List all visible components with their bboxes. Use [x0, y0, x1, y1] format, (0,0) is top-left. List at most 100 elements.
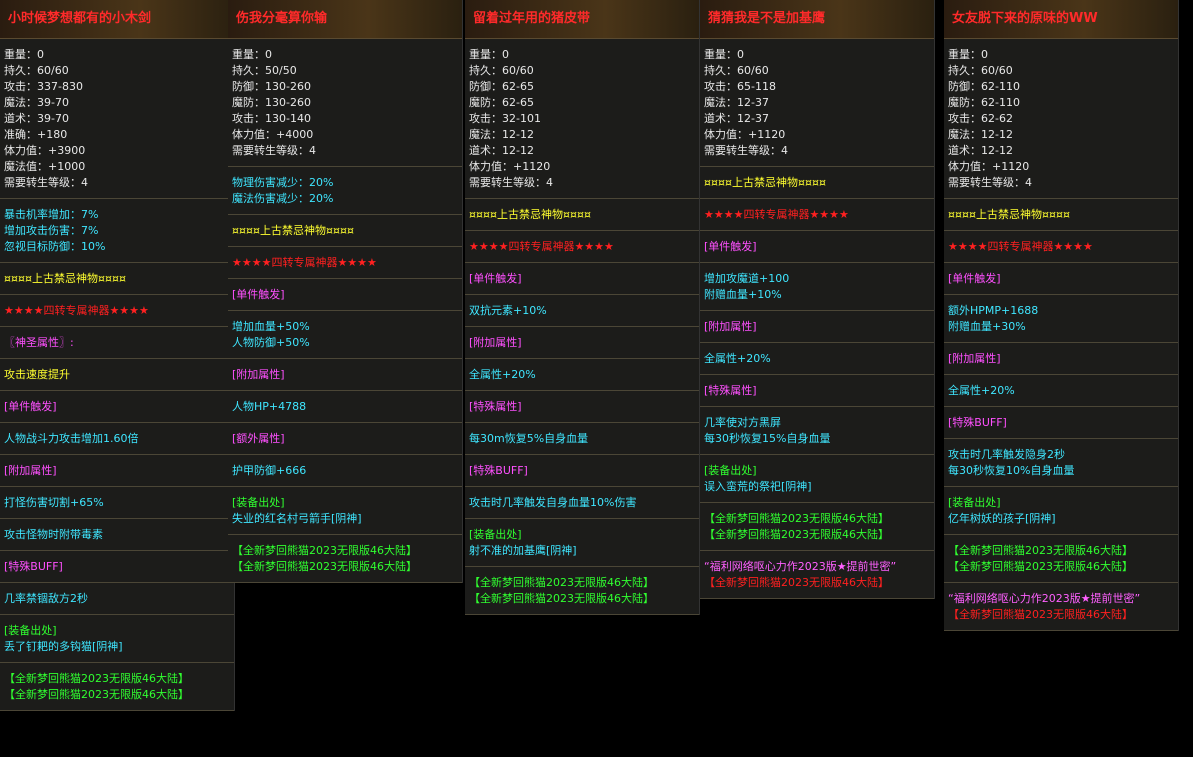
attribute-line: 攻击：130-140 — [232, 112, 311, 125]
attribute-line: 附赠血量+10% — [704, 288, 782, 301]
attribute-line: 攻击怪物时附带毒素 — [4, 528, 103, 541]
attribute-line: “福利网络呕心力作2023版★提前世密” — [948, 592, 1141, 605]
attribute-line: ★★★★四转专属神器★★★★ — [4, 304, 149, 317]
item-title: 小时候梦想都有的小木剑 — [0, 0, 234, 39]
attribute-line: 攻击：65-118 — [704, 80, 776, 93]
attribute-line: 重量：0 — [4, 48, 44, 61]
attribute-group: [装备出处] 失业的红名村弓箭手[阴神] — [228, 487, 462, 535]
attribute-line: 重量：0 — [704, 48, 744, 61]
attribute-line: 持久：60/60 — [948, 64, 1013, 77]
attribute-line: 【全新梦回熊猫2023无限版46大陆】 — [948, 608, 1133, 621]
attribute-group: 重量：0 持久：60/60 防御：62-65 魔防：62-65 攻击：32-101 魔法：… — [465, 39, 699, 199]
attribute-line: ★★★★四转专属神器★★★★ — [232, 256, 377, 269]
attribute-line: [单件触发] — [232, 288, 285, 301]
attribute-line: 射不准的加基鹰[阴神] — [469, 544, 577, 557]
attribute-group: ★★★★四转专属神器★★★★ — [944, 231, 1178, 263]
attribute-group: [装备出处] 亿年树妖的孩子[阴神] — [944, 487, 1178, 535]
attribute-group: [附加属性] — [465, 327, 699, 359]
attribute-line: ¤¤¤¤上古禁忌神物¤¤¤¤ — [232, 224, 354, 237]
attribute-line: 丢了钉耙的多钩猫[阴神] — [4, 640, 123, 653]
attribute-group: 每30m恢复5%自身血量 — [465, 423, 699, 455]
attribute-line: [特殊属性] — [704, 384, 757, 397]
attribute-group: 物理伤害减少：20% 魔法伤害减少：20% — [228, 167, 462, 215]
attribute-group: [特殊属性] — [700, 375, 934, 407]
attribute-line: 全属性+20% — [948, 384, 1015, 397]
attribute-group: 打怪伤害切割+65% — [0, 487, 234, 519]
attribute-line: 失业的红名村弓箭手[阴神] — [232, 512, 362, 525]
attribute-line: [特殊BUFF] — [469, 464, 528, 477]
attribute-line: 攻击：337-830 — [4, 80, 83, 93]
attribute-group: [特殊BUFF] — [465, 455, 699, 487]
attribute-group: 全属性+20% — [700, 343, 934, 375]
attribute-line: [附加属性] — [232, 368, 285, 381]
attribute-group: 几率使对方黑屏 每30秒恢复15%自身血量 — [700, 407, 934, 455]
attribute-group: 攻击时几率触发自身血量10%伤害 — [465, 487, 699, 519]
attribute-group: ¤¤¤¤上古禁忌神物¤¤¤¤ — [228, 215, 462, 247]
attribute-line: 魔防：130-260 — [232, 96, 311, 109]
attribute-line: 魔法：12-12 — [469, 128, 534, 141]
attribute-group: 暴击机率增加：7% 增加攻击伤害：7% 忽视目标防御：10% — [0, 199, 234, 263]
attribute-group: “福利网络呕心力作2023版★提前世密” 【全新梦回熊猫2023无限版46大陆】 — [700, 551, 934, 599]
attribute-line: 【全新梦回熊猫2023无限版46大陆】 — [4, 672, 189, 685]
attribute-line: 【全新梦回熊猫2023无限版46大陆】 — [704, 512, 889, 525]
attribute-group: 重量：0 持久：60/60 攻击：65-118 魔法：12-37 道术：12-37 体力值… — [700, 39, 934, 167]
attribute-line: 重量：0 — [469, 48, 509, 61]
attribute-line: 防御：130-260 — [232, 80, 311, 93]
attribute-line: 攻击时几率触发隐身2秒 — [948, 448, 1065, 461]
attribute-group: [附加属性] — [0, 455, 234, 487]
attribute-group: 〖神圣属性〗: — [0, 327, 234, 359]
item-tooltip: 留着过年用的猪皮带 重量：0 持久：60/60 防御：62-65 魔防：62-65 攻击：… — [465, 0, 700, 615]
attribute-line: 几率使对方黑屏 — [704, 416, 781, 429]
attribute-line: 魔法伤害减少：20% — [232, 192, 334, 205]
attribute-line: 每30秒恢复10%自身血量 — [948, 464, 1075, 477]
attribute-group: 人物HP+4788 — [228, 391, 462, 423]
item-title: 女友脱下来的原味的WW — [944, 0, 1178, 39]
attribute-group: ★★★★四转专属神器★★★★ — [700, 199, 934, 231]
attribute-line: “福利网络呕心力作2023版★提前世密” — [704, 560, 897, 573]
attribute-group: ¤¤¤¤上古禁忌神物¤¤¤¤ — [465, 199, 699, 231]
attribute-group: [装备出处] 射不准的加基鹰[阴神] — [465, 519, 699, 567]
attribute-line: 【全新梦回熊猫2023无限版46大陆】 — [232, 544, 417, 557]
attribute-line: 打怪伤害切割+65% — [4, 496, 104, 509]
item-title: 留着过年用的猪皮带 — [465, 0, 699, 39]
attribute-line: [装备出处] — [4, 624, 57, 637]
attribute-line: 持久：60/60 — [704, 64, 769, 77]
attribute-line: 防御：62-110 — [948, 80, 1020, 93]
attribute-group: ★★★★四转专属神器★★★★ — [0, 295, 234, 327]
attribute-line: 魔法：39-70 — [4, 96, 69, 109]
attribute-line: 几率禁锢敌方2秒 — [4, 592, 88, 605]
attribute-line: 增加血量+50% — [232, 320, 310, 333]
attribute-line: 攻击时几率触发自身血量10%伤害 — [469, 496, 637, 509]
attribute-line: 〖神圣属性〗: — [4, 336, 74, 349]
attribute-line: 误入蛮荒的祭祀[阴神] — [704, 480, 812, 493]
attribute-line: 全属性+20% — [469, 368, 536, 381]
attribute-group: [单件触发] — [465, 263, 699, 295]
item-tooltip: 小时候梦想都有的小木剑 重量：0 持久：60/60 攻击：337-830 魔法：39-7… — [0, 0, 235, 711]
attribute-group: 【全新梦回熊猫2023无限版46大陆】 【全新梦回熊猫2023无限版46大陆】 — [228, 535, 462, 583]
attribute-group: ¤¤¤¤上古禁忌神物¤¤¤¤ — [944, 199, 1178, 231]
attribute-line: ★★★★四转专属神器★★★★ — [469, 240, 614, 253]
attribute-line: 【全新梦回熊猫2023无限版46大陆】 — [704, 576, 889, 589]
attribute-line: 全属性+20% — [704, 352, 771, 365]
attribute-line: [附加属性] — [469, 336, 522, 349]
attribute-line: 需要转生等级：4 — [704, 144, 788, 157]
attribute-line: 体力值：+1120 — [469, 160, 551, 173]
attribute-line: 道术：12-37 — [704, 112, 769, 125]
attribute-group: 【全新梦回熊猫2023无限版46大陆】 【全新梦回熊猫2023无限版46大陆】 — [700, 503, 934, 551]
attribute-line: 人物战斗力攻击增加1.60倍 — [4, 432, 139, 445]
attribute-line: ¤¤¤¤上古禁忌神物¤¤¤¤ — [4, 272, 126, 285]
attribute-group: ★★★★四转专属神器★★★★ — [465, 231, 699, 263]
attribute-line: 防御：62-65 — [469, 80, 534, 93]
attribute-group: 双抗元素+10% — [465, 295, 699, 327]
attribute-line: [特殊BUFF] — [4, 560, 63, 573]
attribute-line: 重量：0 — [948, 48, 988, 61]
attribute-line: 体力值：+1120 — [948, 160, 1030, 173]
attribute-line: [附加属性] — [4, 464, 57, 477]
attribute-line: 物理伤害减少：20% — [232, 176, 334, 189]
attribute-group: 增加攻魔道+100 附赠血量+10% — [700, 263, 934, 311]
attribute-line: [单件触发] — [948, 272, 1001, 285]
attribute-line: 【全新梦回熊猫2023无限版46大陆】 — [469, 592, 654, 605]
attribute-group: ★★★★四转专属神器★★★★ — [228, 247, 462, 279]
item-tooltip: 猜猜我是不是加基鹰 重量：0 持久：60/60 攻击：65-118 魔法：12-37 道术… — [700, 0, 935, 599]
